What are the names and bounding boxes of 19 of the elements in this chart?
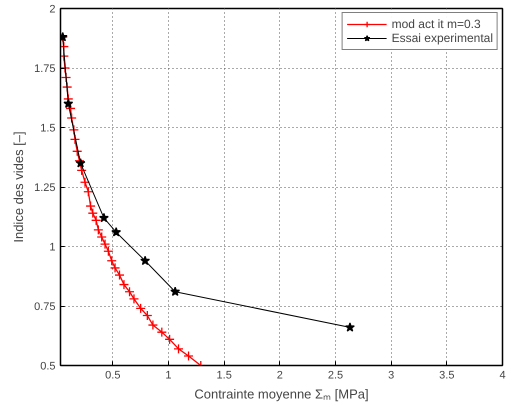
legend-label: Essai experimental xyxy=(392,31,493,45)
y-tick-label: 1.25 xyxy=(34,182,56,194)
x-tick-label: 1 xyxy=(165,370,172,382)
x-tick-label: 1.5 xyxy=(216,370,232,382)
y-tick-label: 1.5 xyxy=(40,122,56,134)
y-axis-title: Indice des vides [–] xyxy=(11,131,26,243)
x-tick-label: 4 xyxy=(499,370,506,382)
legend-label: mod act it m=0.3 xyxy=(392,17,481,31)
y-tick-label: 1 xyxy=(49,242,56,254)
y-tick-label: 2 xyxy=(49,4,56,16)
x-tick-label: 0.5 xyxy=(105,370,120,382)
x-tick-label: 2.5 xyxy=(328,370,344,382)
y-tick-label: 1.75 xyxy=(34,63,56,75)
x-tick-label: 3.5 xyxy=(439,370,454,382)
y-tick-label: 0.75 xyxy=(34,301,56,313)
y-tick-label: 0.5 xyxy=(40,360,56,372)
x-tick-label: 2 xyxy=(276,370,283,382)
x-axis-title: Contrainte moyenne Σₘ [MPa] xyxy=(194,386,369,402)
x-tick-label: 3 xyxy=(388,370,394,382)
